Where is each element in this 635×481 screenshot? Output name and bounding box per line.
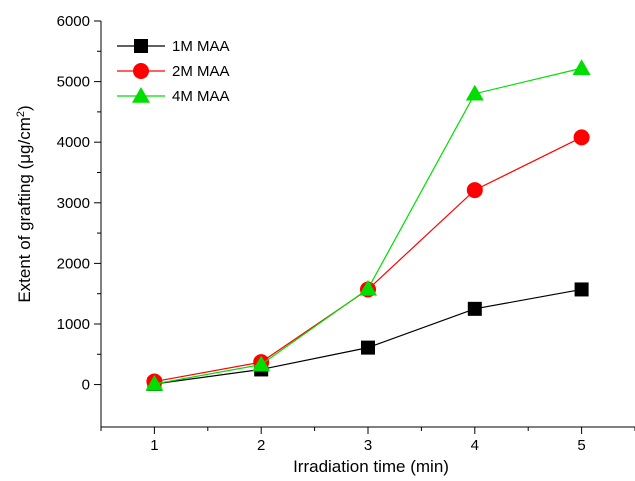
data-point	[359, 279, 377, 296]
series-1	[147, 282, 589, 391]
legend-label: 1M MAA	[172, 38, 230, 55]
x-tick-label: 1	[150, 437, 158, 454]
data-point	[252, 355, 271, 372]
legend-marker	[132, 87, 150, 103]
data-point	[361, 340, 375, 355]
y-tick-label: 3000	[57, 195, 90, 212]
y-axis-title-sup: 2	[15, 111, 27, 117]
x-axis-title: Irradiation time (min)	[293, 457, 449, 476]
y-tick-label: 2000	[57, 255, 90, 272]
y-tick-label: 4000	[57, 134, 90, 151]
data-point	[145, 374, 164, 391]
legend-marker	[134, 39, 148, 53]
data-point	[574, 282, 589, 297]
y-axis-title-suffix: )	[15, 105, 34, 111]
data-point	[466, 182, 483, 199]
data-point	[573, 129, 590, 146]
legend-label: 2M MAA	[172, 63, 230, 80]
y-axis-title-prefix: Extent of grafting (μg/cm	[15, 117, 34, 303]
legend-label: 4M MAA	[172, 88, 230, 105]
y-tick-label: 1000	[57, 316, 90, 333]
data-point	[572, 59, 591, 76]
y-axis-title: Extent of grafting (μg/cm2)	[15, 105, 34, 302]
x-tick-label: 4	[471, 437, 479, 454]
y-tick-label: 6000	[57, 13, 90, 30]
axes: 0 1000 2000 3000 4000 5000 6000 1 2 3 4 5	[57, 13, 635, 454]
legend-item: 2M MAA	[117, 63, 230, 80]
y-tick-label: 5000	[57, 74, 90, 91]
x-tick-label: 5	[577, 437, 585, 454]
x-tick-label: 2	[257, 437, 265, 454]
data-point	[467, 301, 482, 316]
legend-marker	[133, 63, 149, 79]
series-line	[154, 67, 582, 385]
data-point	[465, 84, 484, 101]
legend: 1M MAA 2M MAA 4M MAA	[117, 38, 230, 105]
legend-item: 4M MAA	[117, 87, 230, 105]
series-3	[145, 59, 591, 391]
y-tick-label: 0	[82, 377, 90, 394]
legend-item: 1M MAA	[117, 38, 230, 55]
series-layer	[145, 59, 591, 391]
x-tick-label: 3	[364, 437, 372, 454]
